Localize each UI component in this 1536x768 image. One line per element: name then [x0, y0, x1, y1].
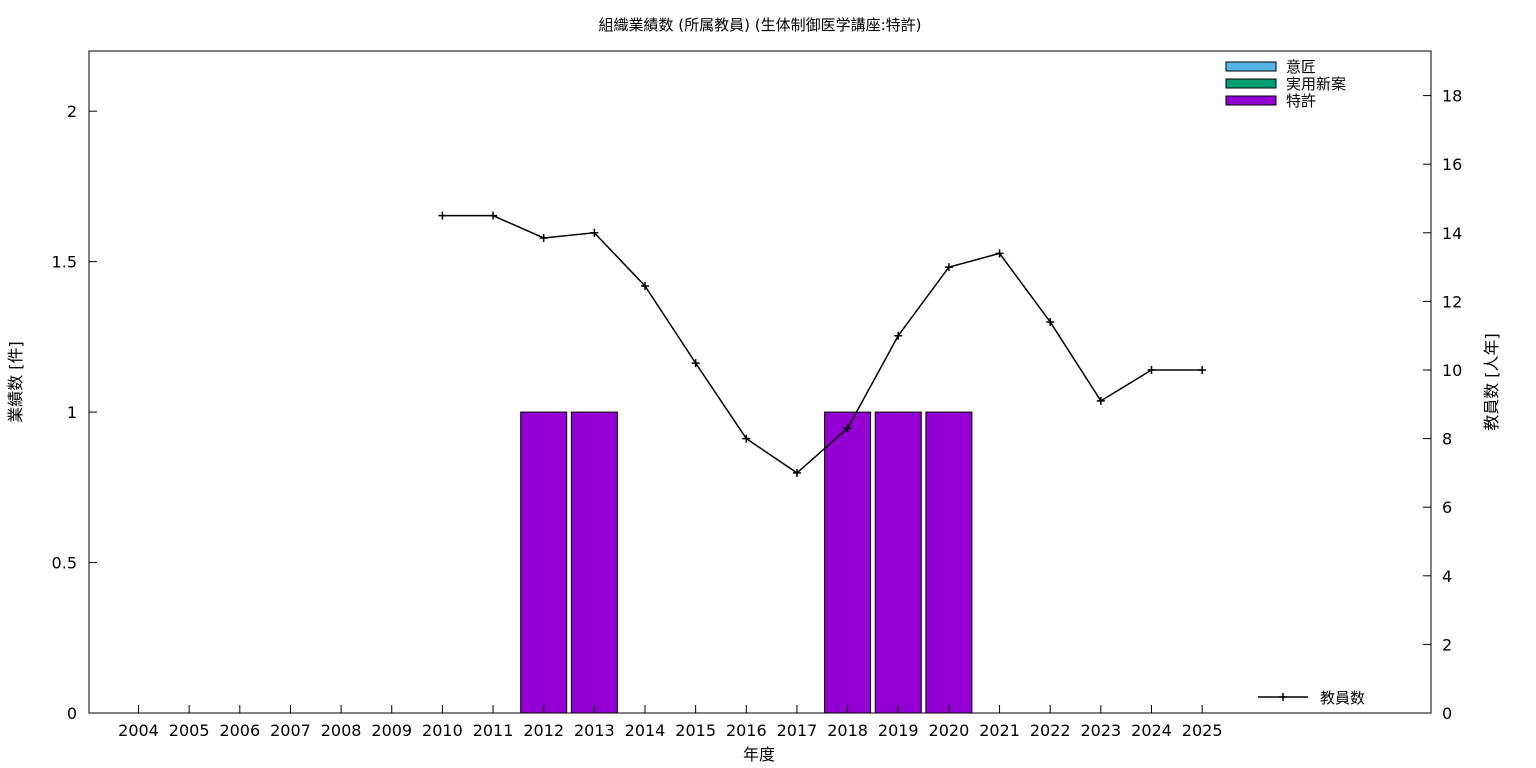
- x-tick-label: 2018: [827, 721, 868, 740]
- y2-tick-label: 8: [1442, 430, 1452, 449]
- line-series: [442, 214, 1203, 474]
- y-tick-label: 1: [67, 403, 77, 422]
- line-point: [894, 331, 903, 340]
- y2-tick-label: 0: [1442, 704, 1452, 723]
- x-tick-label: 2008: [321, 721, 362, 740]
- line-point: [539, 233, 548, 242]
- x-tick-label: 2021: [979, 721, 1020, 740]
- y2-tick-label: 12: [1442, 292, 1462, 311]
- legend-label: 意匠: [1286, 58, 1316, 76]
- y2-axis-label: 教員数 [人年]: [1482, 333, 1501, 431]
- bar: [925, 411, 973, 714]
- bars-layer: [520, 411, 973, 714]
- line-point: [590, 228, 599, 237]
- y2-tick-label: 10: [1442, 361, 1462, 380]
- x-tick-label: 2020: [929, 721, 970, 740]
- legend-label: 特許: [1286, 92, 1316, 110]
- y-tick-label: 0.5: [52, 554, 77, 573]
- x-tick-label: 2007: [270, 721, 311, 740]
- x-tick-label: 2010: [422, 721, 463, 740]
- y-tick-label: 0: [67, 704, 77, 723]
- line-point: [1147, 365, 1156, 374]
- x-tick-label: 2023: [1080, 721, 1121, 740]
- y2-tick-label: 16: [1442, 155, 1462, 174]
- legend-swatch: [1225, 61, 1277, 72]
- legend-swatch: [1225, 78, 1277, 89]
- bar: [570, 411, 618, 714]
- x-tick-label: 2015: [675, 721, 716, 740]
- x-tick-label: 2025: [1182, 721, 1223, 740]
- legend-label: 実用新案: [1286, 75, 1346, 93]
- chart-title: 組織業績数 (所属教員) (生体制御医学講座:特許): [598, 16, 921, 34]
- x-tick-label: 2006: [219, 721, 260, 740]
- line-point: [742, 434, 751, 443]
- line-point: [1046, 317, 1055, 326]
- line-point: [691, 359, 700, 368]
- x-tick-label: 2024: [1131, 721, 1172, 740]
- line-layer: [438, 211, 1207, 477]
- bar: [824, 411, 872, 714]
- y2-tick-label: 2: [1442, 635, 1452, 654]
- line-point: [641, 281, 649, 290]
- x-tick-label: 2004: [118, 721, 159, 740]
- x-tick-label: 2016: [726, 721, 767, 740]
- x-tick-label: 2009: [371, 721, 412, 740]
- y-tick-label: 1.5: [52, 253, 77, 272]
- line-point: [1198, 365, 1207, 374]
- y2-tick-label: 18: [1442, 87, 1462, 106]
- line-legend: 教員数: [1258, 689, 1365, 707]
- x-tick-label: 2019: [878, 721, 919, 740]
- bar: [874, 411, 922, 714]
- line-point: [843, 424, 852, 433]
- line-point: [792, 468, 801, 477]
- line-legend-marker: [1279, 693, 1287, 701]
- x-tick-label: 2017: [777, 721, 818, 740]
- legend-swatch: [1225, 95, 1277, 106]
- line-point: [944, 263, 953, 272]
- x-tick-label: 2022: [1030, 721, 1071, 740]
- x-tick-label: 2005: [169, 721, 210, 740]
- line-point: [995, 249, 1004, 258]
- y-tick-label: 2: [67, 102, 77, 121]
- y2-tick-label: 4: [1442, 567, 1452, 586]
- x-tick-label: 2012: [523, 721, 564, 740]
- line-legend-label: 教員数: [1320, 689, 1365, 707]
- line-point: [438, 211, 447, 220]
- x-axis-label: 年度: [743, 745, 775, 764]
- y-axis-label: 業績数 [件]: [6, 341, 25, 423]
- y-axis: 0 0.5 1 1.5 2: [52, 102, 97, 723]
- x-axis: 2004 2005 2006 2007 2008 2009 2010 2011 2012 2013…: [118, 705, 1223, 740]
- x-tick-label: 2014: [625, 721, 666, 740]
- y2-axis: 0 2 4 6 8 10 12 14 16 18: [1423, 87, 1462, 723]
- plot-area: [88, 50, 1432, 714]
- line-point: [1096, 396, 1105, 405]
- x-tick-label: 2013: [574, 721, 615, 740]
- y2-tick-label: 6: [1442, 498, 1452, 517]
- bar: [520, 411, 568, 714]
- x-tick-label: 2011: [473, 721, 514, 740]
- y2-tick-label: 14: [1442, 224, 1462, 243]
- line-point: [489, 211, 498, 220]
